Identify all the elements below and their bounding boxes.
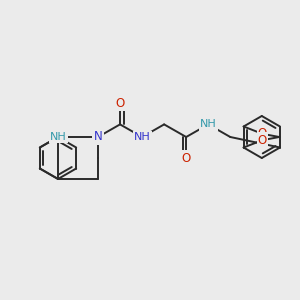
- Text: NH: NH: [134, 132, 151, 142]
- Text: NH: NH: [200, 119, 217, 129]
- Text: O: O: [258, 127, 267, 140]
- Text: O: O: [116, 97, 125, 110]
- Text: N: N: [94, 130, 102, 143]
- Text: NH: NH: [50, 132, 67, 142]
- Text: O: O: [258, 134, 267, 147]
- Text: O: O: [182, 152, 191, 164]
